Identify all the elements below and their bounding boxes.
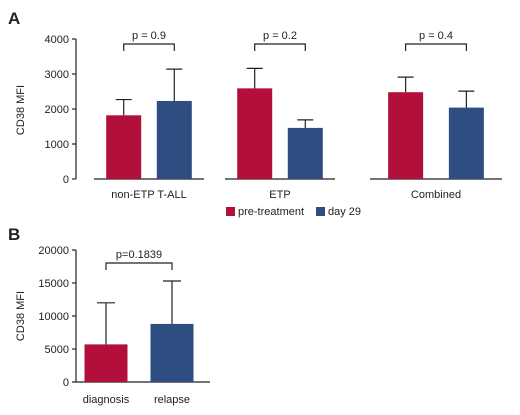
panel-a-p-value: p = 0.4: [419, 30, 453, 42]
legend-label-day-29: day 29: [328, 206, 361, 218]
panel-b-y-tick-label: 5000: [45, 344, 69, 356]
bar-etp-pre-treatment: [237, 88, 273, 179]
legend-swatch-pre-treatment: [226, 207, 235, 216]
bar-combined-day-29: [448, 107, 484, 179]
panel-a-ylabel: CD38 MFI: [15, 85, 27, 135]
panel-b-p-value: p=0.1839: [116, 249, 162, 261]
panel-a-category-label: ETP: [269, 189, 290, 201]
panel-a-y-tick-label: 2000: [45, 104, 69, 116]
panel-b-y-tick-label: 10000: [38, 311, 69, 323]
panel-b-significance-bracket: [105, 262, 173, 270]
panel-a-y-tick-label: 3000: [45, 69, 69, 81]
panel-b-y-tick-label: 20000: [38, 245, 69, 257]
panel-a-category-label: Combined: [411, 189, 461, 201]
panel-a-p-value: p = 0.9: [132, 30, 166, 42]
panel-b-label: B: [8, 225, 20, 244]
bar-etp-day-29: [287, 127, 323, 179]
panel-b-category-label: relapse: [154, 394, 190, 406]
panel-a-label: A: [8, 9, 20, 28]
panel-b-y-tick-label: 0: [63, 377, 69, 389]
bar-combined-pre-treatment: [388, 92, 424, 179]
panel-b-ylabel: CD38 MFI: [15, 291, 27, 341]
panel-a-y-tick-label: 1000: [45, 139, 69, 151]
bar-diagnosis: [84, 344, 128, 382]
panel-b-y-tick-label: 15000: [38, 278, 69, 290]
legend: pre-treatment day 29: [226, 206, 361, 218]
panel-a-chart: 0 1000 2000 3000 4000 non-ETP T-ALL p = 0.9 ETP…: [45, 30, 502, 201]
panel-a-p-value: p = 0.2: [263, 30, 297, 42]
bar-non-etp-t-all-pre-treatment: [106, 115, 142, 179]
bar-non-etp-t-all-day-29: [156, 100, 192, 179]
panel-a-y-tick-label: 0: [63, 174, 69, 186]
bar-relapse: [150, 323, 194, 382]
panel-a-y-tick-label: 4000: [45, 34, 69, 46]
panel-a-significance-bracket: [405, 43, 467, 51]
legend-swatch-day-29: [316, 207, 325, 216]
panel-b-chart: 0 5000 10000 15000 20000 diagnosis relapse p=0.…: [38, 245, 210, 406]
panel-b-category-label: diagnosis: [83, 394, 130, 406]
panel-a-category-label: non-ETP T-ALL: [111, 189, 186, 201]
legend-label-pre-treatment: pre-treatment: [238, 206, 304, 218]
panel-a-significance-bracket: [123, 43, 175, 51]
panel-a-significance-bracket: [254, 43, 306, 51]
